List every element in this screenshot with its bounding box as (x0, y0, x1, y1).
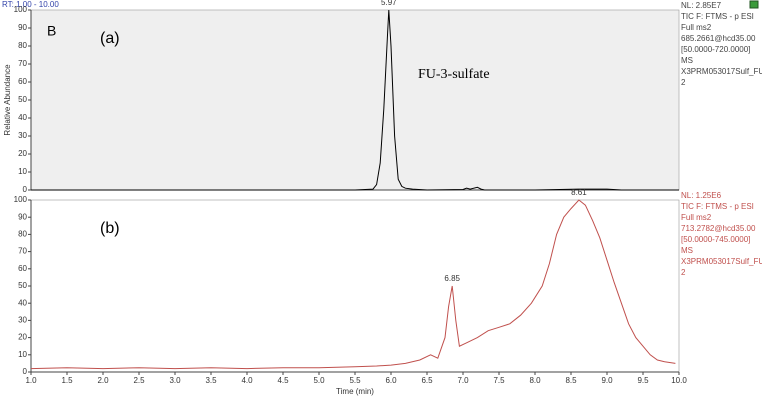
y-tick-label: 70 (18, 59, 27, 68)
x-tick-label: 9.5 (637, 376, 649, 385)
y-tick-label: 30 (18, 316, 27, 325)
info-line: TIC F: FTMS - p ESI (681, 202, 754, 211)
x-tick-label: 7.5 (493, 376, 505, 385)
y-tick-label: 90 (18, 23, 27, 32)
y-tick-label: 90 (18, 212, 27, 221)
y-tick-label: 20 (18, 333, 27, 342)
y-tick-label: 0 (23, 185, 28, 194)
y-tick-label: 30 (18, 131, 27, 140)
plot-area (30, 9, 680, 191)
peak-label: 5.97 (381, 0, 397, 7)
info-line: X3PRM053017Sulf_FU (681, 67, 762, 76)
info-line: NL: 1.25E6 (681, 191, 722, 200)
y-axis-label: Relative Abundance (3, 64, 12, 136)
info-line: MS (681, 56, 693, 65)
trace (30, 199, 676, 370)
x-tick-label: 2.0 (97, 376, 109, 385)
info-line: 713.2782@hcd35.00 (681, 224, 756, 233)
y-tick-label: 60 (18, 264, 27, 273)
x-tick-label: 1.5 (61, 376, 73, 385)
x-tick-label: 5.5 (349, 376, 361, 385)
y-tick-label: 50 (18, 95, 27, 104)
info-line: Full ms2 (681, 213, 712, 222)
compound-label: FU-3-sulfate (418, 67, 490, 82)
peak-label: 8.61 (571, 188, 587, 197)
y-tick-label: 60 (18, 77, 27, 86)
panel-subtitle: (b) (100, 220, 120, 237)
info-line: TIC F: FTMS - p ESI (681, 12, 754, 21)
x-tick-label: 2.5 (133, 376, 145, 385)
info-line: NL: 2.85E7 (681, 1, 722, 10)
y-tick-label: 0 (23, 367, 28, 376)
x-tick-label: 6.0 (385, 376, 397, 385)
info-line: MS (681, 246, 693, 255)
x-tick-label: 5.0 (313, 376, 325, 385)
info-line: X3PRM053017Sulf_FU (681, 257, 762, 266)
panel-label: B (47, 23, 56, 39)
plot-area (30, 199, 680, 373)
y-tick-label: 80 (18, 230, 27, 239)
y-tick-label: 10 (18, 350, 27, 359)
y-tick-label: 10 (18, 167, 27, 176)
x-axis-label: Time (min) (336, 387, 374, 396)
rt-range: RT: 1.00 - 10.00 (2, 0, 59, 9)
y-tick-label: 20 (18, 149, 27, 158)
y-tick-label: 80 (18, 41, 27, 50)
trace (31, 9, 679, 191)
x-tick-label: 8.5 (565, 376, 577, 385)
info-line: 2 (681, 78, 686, 87)
info-line: [50.0000-745.0000] (681, 235, 750, 244)
info-line: 2 (681, 268, 686, 277)
info-line: Full ms2 (681, 23, 712, 32)
y-tick-label: 40 (18, 298, 27, 307)
y-tick-label: 100 (14, 5, 28, 14)
peak-label: 6.85 (444, 274, 460, 283)
x-tick-label: 7.0 (457, 376, 469, 385)
panel-subtitle: (a) (100, 30, 120, 47)
x-tick-label: 3.0 (169, 376, 181, 385)
corner-icon (749, 0, 759, 9)
info-line: 685.2661@hcd35.00 (681, 34, 756, 43)
x-tick-label: 3.5 (205, 376, 217, 385)
info-line: [50.0000-720.0000] (681, 45, 750, 54)
x-tick-label: 8.0 (529, 376, 541, 385)
y-tick-label: 70 (18, 247, 27, 256)
x-tick-label: 6.5 (421, 376, 433, 385)
x-tick-label: 4.0 (241, 376, 253, 385)
x-tick-label: 1.0 (25, 376, 37, 385)
y-tick-label: 50 (18, 281, 27, 290)
x-tick-label: 4.5 (277, 376, 289, 385)
y-tick-label: 100 (14, 195, 28, 204)
x-tick-label: 9.0 (601, 376, 613, 385)
x-tick-label: 10.0 (671, 376, 687, 385)
y-tick-label: 40 (18, 113, 27, 122)
